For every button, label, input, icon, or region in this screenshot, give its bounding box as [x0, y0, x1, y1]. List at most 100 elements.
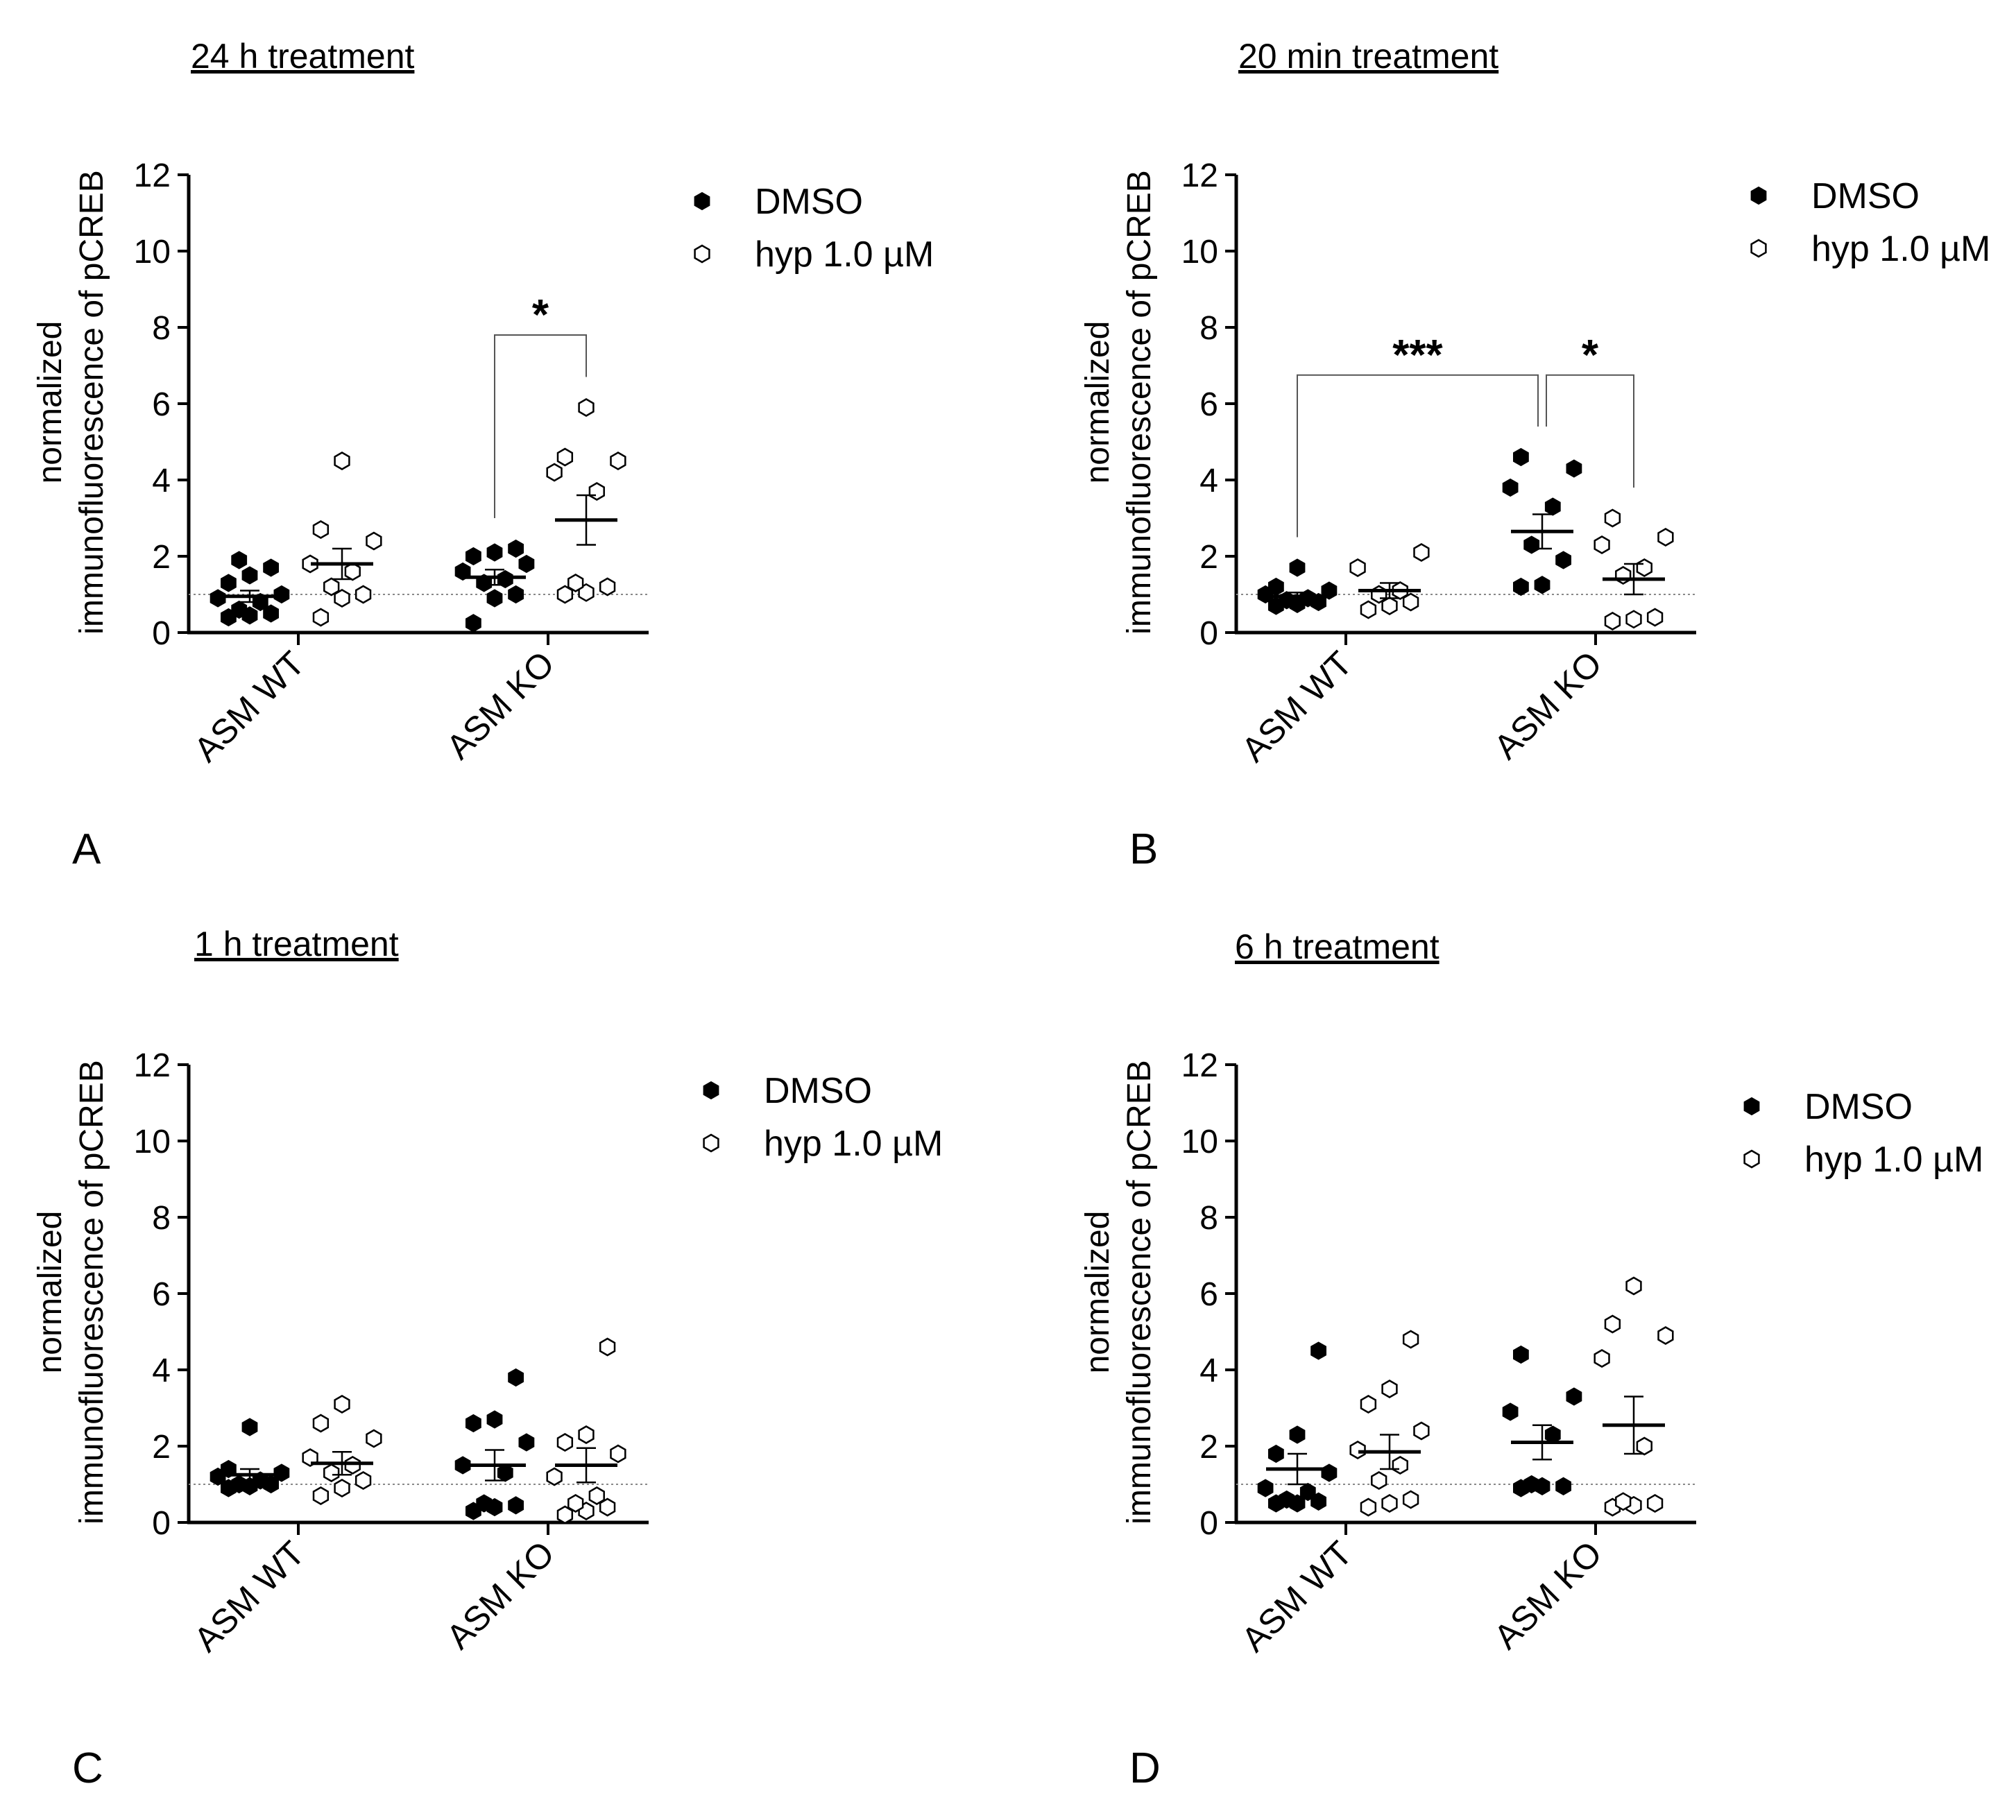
- data-point: [578, 398, 595, 417]
- data-point: [588, 482, 605, 501]
- data-point: [1657, 528, 1674, 547]
- y-tick-label: 2: [1199, 539, 1218, 576]
- legend-marker-dmso: [694, 191, 710, 211]
- series-hyp-asm-ko: [546, 398, 626, 604]
- data-point: [497, 569, 513, 589]
- legend-marker-hyp: [1743, 1149, 1760, 1169]
- data-point: [1289, 1425, 1306, 1444]
- series-hyp-asm-wt: [1349, 543, 1430, 619]
- data-point: [334, 1479, 350, 1497]
- legend-label-dmso: DMSO: [755, 182, 863, 222]
- series-hyp-asm-ko: [1594, 508, 1674, 630]
- data-point: [599, 1337, 616, 1357]
- series-dmso-asm-ko: [1502, 1345, 1582, 1497]
- data-point: [556, 447, 574, 467]
- data-point: [1604, 508, 1621, 528]
- legend-label-dmso: DMSO: [1804, 1087, 1913, 1127]
- y-tick-label: 6: [152, 1276, 171, 1313]
- series-dmso-asm-wt: [210, 551, 290, 627]
- legend-label-hyp: hyp 1.0 µM: [755, 234, 934, 275]
- legend: DMSO hyp 1.0 µM: [1750, 176, 1990, 269]
- data-point: [518, 554, 535, 574]
- series-hyp-asm-wt: [1349, 1330, 1430, 1517]
- y-tick-label: 4: [1199, 463, 1218, 499]
- data-point: [344, 562, 361, 581]
- data-point: [1615, 566, 1632, 585]
- data-point: [263, 558, 279, 577]
- data-point: [1392, 1456, 1408, 1475]
- y-tick-label: 12: [1181, 157, 1218, 194]
- data-point: [1279, 1490, 1295, 1509]
- data-point: [312, 608, 330, 627]
- panel-title: 6 h treatment: [1235, 927, 1440, 966]
- data-point: [1604, 1314, 1621, 1334]
- data-point: [1566, 459, 1582, 478]
- legend-label-dmso: DMSO: [1811, 176, 1920, 216]
- y-tick-label: 12: [134, 157, 171, 194]
- data-point: [1321, 1463, 1338, 1482]
- significance-bracket: *: [1546, 332, 1634, 488]
- data-point: [465, 547, 481, 566]
- series-hyp-asm-ko: [1594, 1276, 1674, 1517]
- significance-bracket: *: [494, 291, 587, 518]
- data-point: [508, 1368, 524, 1387]
- data-point: [1381, 1494, 1398, 1513]
- y-tick-label: 12: [134, 1047, 171, 1084]
- data-point: [1502, 1402, 1519, 1421]
- panel-title: 20 min treatment: [1238, 37, 1498, 76]
- category-label: ASM KO: [1487, 644, 1609, 766]
- panel-c: 1 h treatment normalized immunofluorescenc…: [32, 925, 943, 1792]
- legend-label-hyp: hyp 1.0 µM: [764, 1124, 943, 1164]
- y-tick-label: 6: [1199, 386, 1218, 423]
- data-point: [344, 1456, 361, 1475]
- y-tick-label: 12: [1181, 1047, 1218, 1084]
- category-label: ASM KO: [439, 1534, 562, 1656]
- data-point: [465, 614, 481, 633]
- data-point: [567, 574, 584, 592]
- y-tick-label: 2: [152, 1429, 171, 1466]
- category-label: ASM WT: [1234, 644, 1360, 769]
- series-dmso-asm-ko: [454, 1368, 535, 1520]
- data-point: [1371, 585, 1387, 604]
- data-point: [567, 1494, 584, 1513]
- legend-marker-hyp: [1750, 239, 1767, 258]
- data-point: [497, 1463, 513, 1482]
- data-point: [508, 1496, 524, 1515]
- data-point: [610, 1444, 626, 1463]
- data-point: [273, 585, 290, 604]
- y-tick-label: 8: [1199, 310, 1218, 347]
- data-point: [1413, 543, 1430, 562]
- data-point: [231, 600, 248, 619]
- y-tick-label: 6: [152, 386, 171, 423]
- data-point: [1502, 478, 1519, 497]
- data-point: [354, 1471, 372, 1490]
- y-axis-label-line2: immunofluorescence of pCREB: [74, 1060, 110, 1525]
- data-point: [486, 589, 503, 608]
- data-point: [1310, 1341, 1326, 1360]
- category-label: ASM KO: [439, 644, 562, 766]
- legend-label-dmso: DMSO: [764, 1071, 872, 1111]
- significance-bracket: ***: [1297, 332, 1539, 538]
- series-dmso-asm-ko: [1502, 447, 1582, 596]
- legend-label-hyp: hyp 1.0 µM: [1804, 1140, 1983, 1180]
- data-point: [1513, 1345, 1529, 1364]
- data-point: [546, 1467, 563, 1486]
- data-point: [1594, 1349, 1610, 1368]
- data-point: [1555, 1477, 1571, 1495]
- data-point: [1646, 608, 1664, 627]
- series-dmso-asm-ko: [454, 539, 535, 633]
- data-point: [1349, 1441, 1366, 1459]
- data-point: [518, 1433, 535, 1452]
- data-point: [1625, 1276, 1642, 1296]
- data-point: [1625, 610, 1642, 629]
- data-point: [231, 1475, 248, 1494]
- data-point: [1636, 1436, 1652, 1456]
- legend-marker-hyp: [703, 1133, 719, 1153]
- legend-marker-hyp: [694, 244, 710, 264]
- series-hyp-asm-wt: [302, 452, 382, 627]
- y-axis-label-line1: normalized: [32, 321, 69, 484]
- data-point: [1594, 535, 1610, 554]
- data-point: [302, 554, 318, 574]
- data-point: [1299, 589, 1316, 608]
- y-tick-label: 6: [1199, 1276, 1218, 1313]
